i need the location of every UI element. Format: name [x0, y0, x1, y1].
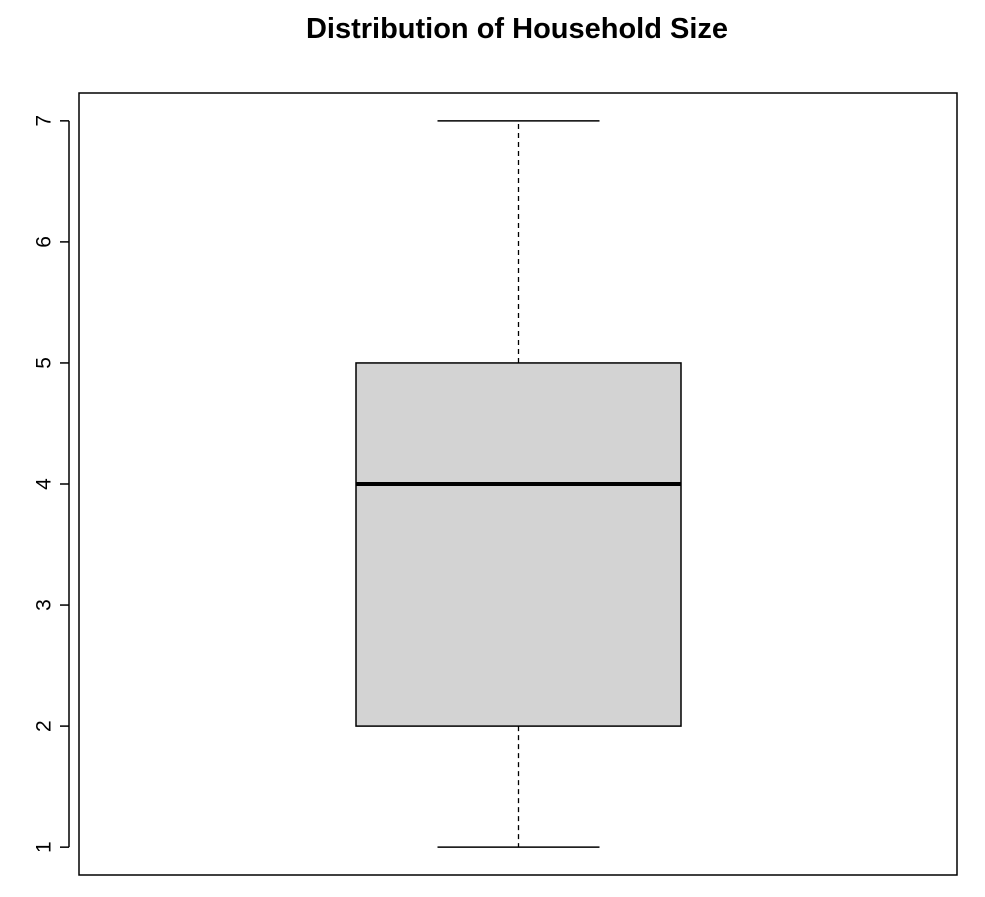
chart-title: Distribution of Household Size: [306, 13, 728, 45]
plot-frame: [78, 92, 958, 876]
y-tick-label: 1: [33, 841, 56, 853]
y-tick-label: 3: [33, 599, 56, 611]
iqr-box: [355, 362, 682, 727]
y-tick-label: 6: [33, 236, 56, 248]
y-tick-label: 7: [33, 115, 56, 127]
y-axis: 1 2 3 4 5 6 7: [33, 115, 70, 853]
boxplot: [355, 120, 682, 848]
y-tick-label: 4: [33, 478, 56, 490]
y-tick-label: 5: [33, 357, 56, 369]
y-tick-label: 2: [33, 720, 56, 732]
